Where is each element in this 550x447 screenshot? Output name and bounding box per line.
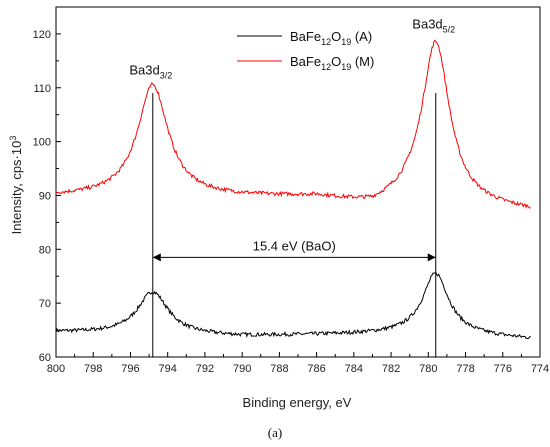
y-tick-label: 80 [39, 244, 51, 256]
series-line-m [55, 39, 531, 210]
axis-ticks [55, 6, 541, 358]
x-tick-label: 798 [84, 363, 102, 375]
y-axis-title-main: Intensity, cps·10 [9, 141, 24, 235]
span-arrowhead-left [152, 253, 161, 262]
y-axis-title-exponent: 3 [8, 136, 18, 141]
series-layer [55, 39, 532, 340]
x-tick-label: 796 [121, 363, 139, 375]
y-tick-label: 70 [39, 298, 51, 310]
y-tick-label: 60 [39, 352, 51, 364]
x-tick-label: 782 [382, 363, 400, 375]
legend-label-m: BaFe12O19 (M) [290, 54, 374, 72]
peak-label-ba3d52: Ba3d5/2 [412, 17, 455, 35]
x-tick-label: 788 [270, 363, 288, 375]
x-tick-label: 778 [456, 363, 474, 375]
y-axis-title: Intensity, cps·103 [8, 136, 24, 235]
legend-label-a: BaFe12O19 (A) [290, 29, 372, 47]
x-axis-title: Binding energy, eV [243, 395, 352, 410]
figure-caption: (a) [267, 425, 283, 440]
x-tick-label: 780 [419, 363, 437, 375]
y-tick-labels: 60 70 80 90 100 110 120 [33, 29, 51, 364]
y-tick-label: 120 [33, 29, 51, 41]
series-line-a [55, 271, 532, 340]
span-arrowhead-right [427, 253, 436, 262]
y-tick-label: 100 [33, 137, 51, 149]
x-tick-label: 784 [345, 363, 363, 375]
x-tick-labels: 800 798 796 794 792 790 788 786 784 782 780 778 776 7… [47, 363, 549, 375]
span-label: 15.4 eV (BaO) [253, 238, 336, 253]
x-tick-label: 790 [233, 363, 251, 375]
y-tick-label: 110 [33, 83, 51, 95]
legend: BaFe12O19 (A) BaFe12O19 (M) [237, 29, 374, 72]
x-tick-label: 786 [307, 363, 325, 375]
x-tick-label: 774 [531, 363, 549, 375]
y-tick-label: 90 [39, 190, 51, 202]
x-tick-label: 800 [47, 363, 65, 375]
x-tick-label: 794 [159, 363, 177, 375]
peak-label-ba3d32: Ba3d3/2 [129, 62, 172, 80]
x-tick-label: 792 [196, 363, 214, 375]
annotation-layer: 15.4 eV (BaO) Ba3d3/2 Ba3d5/2 [129, 17, 455, 357]
x-tick-label: 776 [494, 363, 512, 375]
